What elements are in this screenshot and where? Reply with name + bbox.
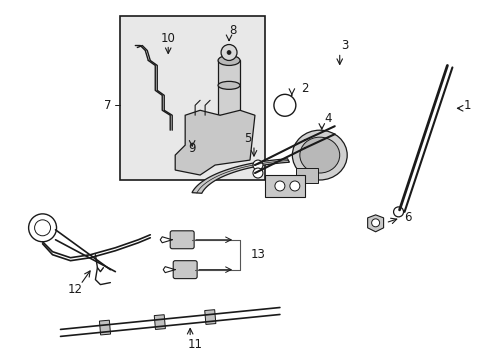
Bar	[295, 168, 317, 183]
Ellipse shape	[292, 130, 346, 180]
Ellipse shape	[299, 137, 339, 173]
Polygon shape	[192, 159, 289, 193]
Bar	[218, 60, 240, 115]
Text: 13: 13	[250, 248, 265, 261]
Text: 3: 3	[340, 39, 347, 52]
Text: 6: 6	[403, 211, 410, 224]
Bar	[264, 175, 304, 197]
Text: 11: 11	[187, 338, 202, 351]
FancyBboxPatch shape	[173, 261, 197, 279]
Text: 1: 1	[463, 99, 470, 112]
Text: 5: 5	[244, 132, 251, 145]
Circle shape	[221, 45, 237, 60]
Polygon shape	[175, 110, 254, 175]
Bar	[204, 310, 215, 324]
Circle shape	[289, 181, 299, 191]
Circle shape	[35, 220, 50, 236]
Circle shape	[274, 181, 285, 191]
Polygon shape	[367, 215, 383, 232]
Circle shape	[29, 214, 57, 242]
Circle shape	[393, 207, 403, 217]
Text: 4: 4	[324, 112, 331, 125]
Text: 10: 10	[161, 32, 175, 45]
Bar	[99, 320, 110, 335]
Text: 8: 8	[229, 24, 236, 37]
Ellipse shape	[218, 55, 240, 66]
Bar	[154, 315, 165, 329]
Ellipse shape	[218, 81, 240, 89]
Text: 12: 12	[68, 283, 83, 296]
Circle shape	[252, 160, 263, 170]
Text: 2: 2	[301, 82, 308, 95]
Circle shape	[252, 168, 263, 178]
Circle shape	[273, 94, 295, 116]
Bar	[120, 15, 264, 180]
Circle shape	[371, 219, 379, 227]
Text: 9: 9	[188, 141, 196, 155]
Text: 7: 7	[103, 99, 111, 112]
FancyBboxPatch shape	[170, 231, 194, 249]
Circle shape	[226, 50, 230, 54]
